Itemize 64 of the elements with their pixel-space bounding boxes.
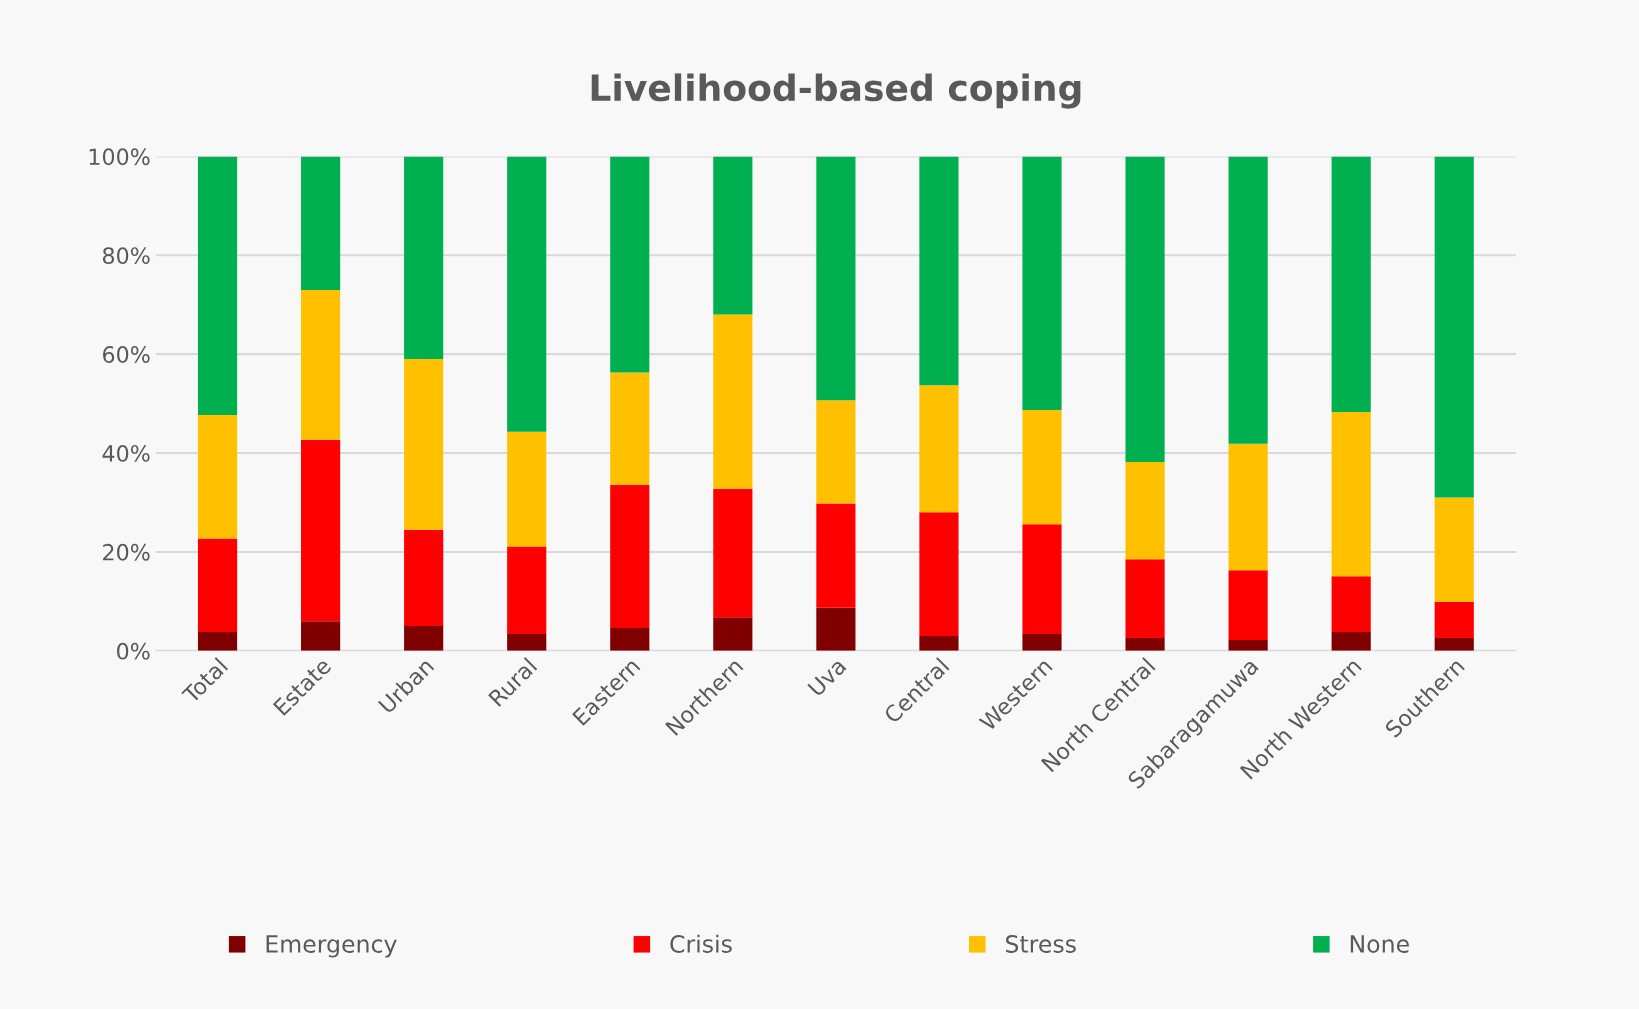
legend-label: None	[1350, 935, 1409, 953]
bar	[713, 617, 753, 651]
bar	[507, 431, 547, 547]
bar	[1228, 639, 1268, 651]
bar	[816, 607, 856, 651]
bar	[610, 372, 650, 485]
y-tick-label: 0%	[117, 642, 150, 660]
legend-label: Crisis	[670, 934, 732, 953]
x-tick-label: Uva	[807, 657, 847, 697]
bar	[301, 439, 341, 622]
bar	[197, 414, 238, 539]
bar	[404, 529, 444, 627]
bar	[1022, 634, 1062, 651]
bar	[197, 538, 238, 633]
bar	[1022, 156, 1062, 411]
bar	[301, 156, 341, 290]
bar	[1434, 637, 1474, 651]
bar	[197, 156, 238, 415]
bar	[816, 503, 856, 608]
bar	[1434, 601, 1474, 638]
bar	[1434, 156, 1474, 498]
y-tick-label: 40%	[102, 444, 150, 462]
bar	[610, 484, 650, 629]
bar	[816, 156, 856, 401]
bar	[1125, 156, 1165, 462]
bar	[610, 628, 650, 651]
bar	[919, 512, 959, 636]
bar	[713, 156, 753, 315]
bar	[1228, 443, 1268, 571]
bar	[713, 488, 753, 618]
bar	[507, 156, 547, 432]
chart-title: Livelihood-based coping	[591, 73, 1081, 109]
bar	[1022, 524, 1062, 634]
bar	[404, 156, 444, 360]
bar	[1331, 632, 1371, 651]
bar	[301, 289, 341, 440]
bar	[713, 314, 753, 489]
bar	[404, 359, 444, 530]
bar	[507, 546, 547, 634]
bar	[1228, 156, 1268, 444]
y-tick-label: 100%	[89, 148, 150, 166]
bar	[610, 156, 650, 373]
bar	[1331, 156, 1371, 412]
bar	[1228, 570, 1268, 640]
bar	[1125, 461, 1165, 560]
bar	[919, 635, 959, 651]
bar	[1331, 412, 1371, 577]
bar	[1434, 497, 1474, 602]
bar	[197, 632, 238, 651]
bar	[404, 626, 444, 651]
bar	[919, 156, 959, 386]
y-tick-label: 60%	[103, 346, 150, 363]
y-tick-label: 20%	[103, 543, 150, 561]
bar	[507, 634, 547, 651]
legend-label: Emergency	[266, 935, 397, 958]
bar	[816, 400, 856, 504]
bar	[1125, 559, 1165, 638]
bar	[301, 621, 341, 651]
bar	[1022, 410, 1062, 525]
legend-label: Stress	[1006, 935, 1076, 953]
bar	[1125, 637, 1165, 651]
bar	[1331, 576, 1371, 633]
bar	[919, 385, 959, 513]
y-tick-label: 80%	[102, 247, 150, 265]
